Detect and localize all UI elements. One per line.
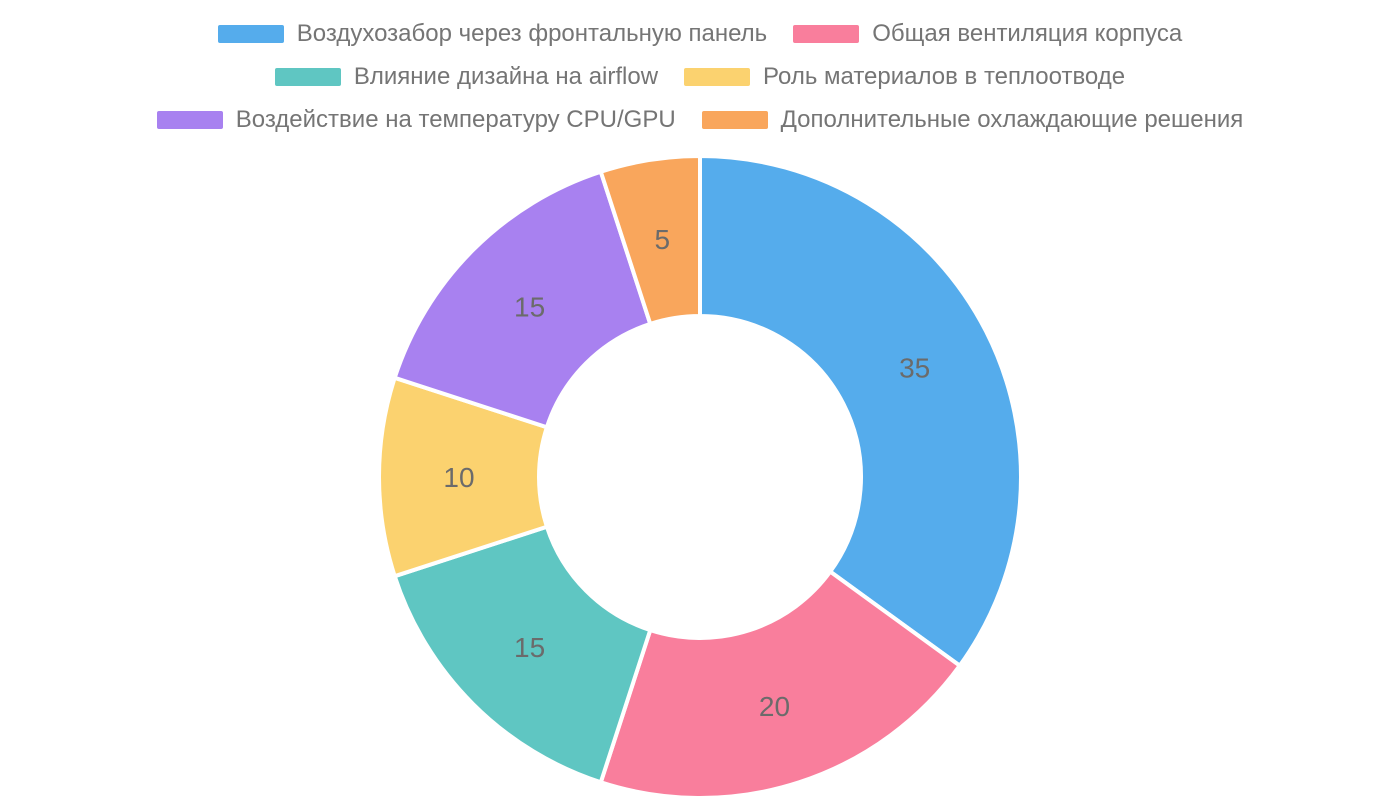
legend-swatch-icon — [793, 25, 860, 43]
legend-item-label: Дополнительные охлаждающие решения — [780, 106, 1244, 133]
legend-item-5[interactable]: Дополнительные охлаждающие решения — [701, 106, 1244, 133]
pie-slice-1[interactable] — [598, 569, 962, 800]
legend-item-label: Роль материалов в теплоотводе — [763, 63, 1126, 90]
legend-item-2[interactable]: Влияние дизайна на airflow — [274, 63, 659, 90]
legend-item-label: Влияние дизайна на airflow — [353, 63, 659, 90]
slice-value-label: 5 — [655, 224, 671, 255]
legend-item-4[interactable]: Воздействие на температуру CPU/GPU — [156, 106, 676, 133]
legend-item-3[interactable]: Роль материалов в теплоотводе — [684, 64, 1125, 90]
slice-value-label: 20 — [759, 691, 790, 722]
legend-item-label: Воздухозабор через фронтальную панель — [296, 20, 768, 47]
slice-value-label: 15 — [514, 632, 545, 663]
slice-value-label: 15 — [514, 291, 545, 322]
legend-row-0: Воздухозабор через фронтальную панель Общ… — [217, 20, 1182, 47]
legend-row-1: Влияние дизайна на airflow Роль материало… — [274, 63, 1125, 90]
slice-value-label: 35 — [899, 352, 930, 383]
legend-swatch-icon — [217, 25, 284, 43]
pie-slice-0[interactable] — [698, 154, 1023, 668]
legend-swatch-icon — [684, 68, 751, 86]
pie-slice-5[interactable] — [598, 154, 702, 326]
legend: Воздухозабор через фронтальную панель Общ… — [0, 21, 1400, 133]
legend-item-1[interactable]: Общая вентиляция корпуса — [793, 21, 1182, 47]
pie-slice-2[interactable] — [392, 524, 653, 785]
legend-swatch-icon — [274, 68, 341, 86]
legend-row-2: Воздействие на температуру CPU/GPU Дополн… — [156, 106, 1244, 133]
legend-item-0[interactable]: Воздухозабор через фронтальную панель — [217, 20, 768, 47]
legend-item-label: Общая вентиляция корпуса — [872, 20, 1183, 47]
legend-item-label: Воздействие на температуру CPU/GPU — [235, 106, 676, 133]
pie-slice-4[interactable] — [392, 169, 653, 430]
slice-value-label: 10 — [443, 462, 474, 493]
legend-swatch-icon — [701, 111, 768, 129]
legend-swatch-icon — [156, 111, 223, 129]
